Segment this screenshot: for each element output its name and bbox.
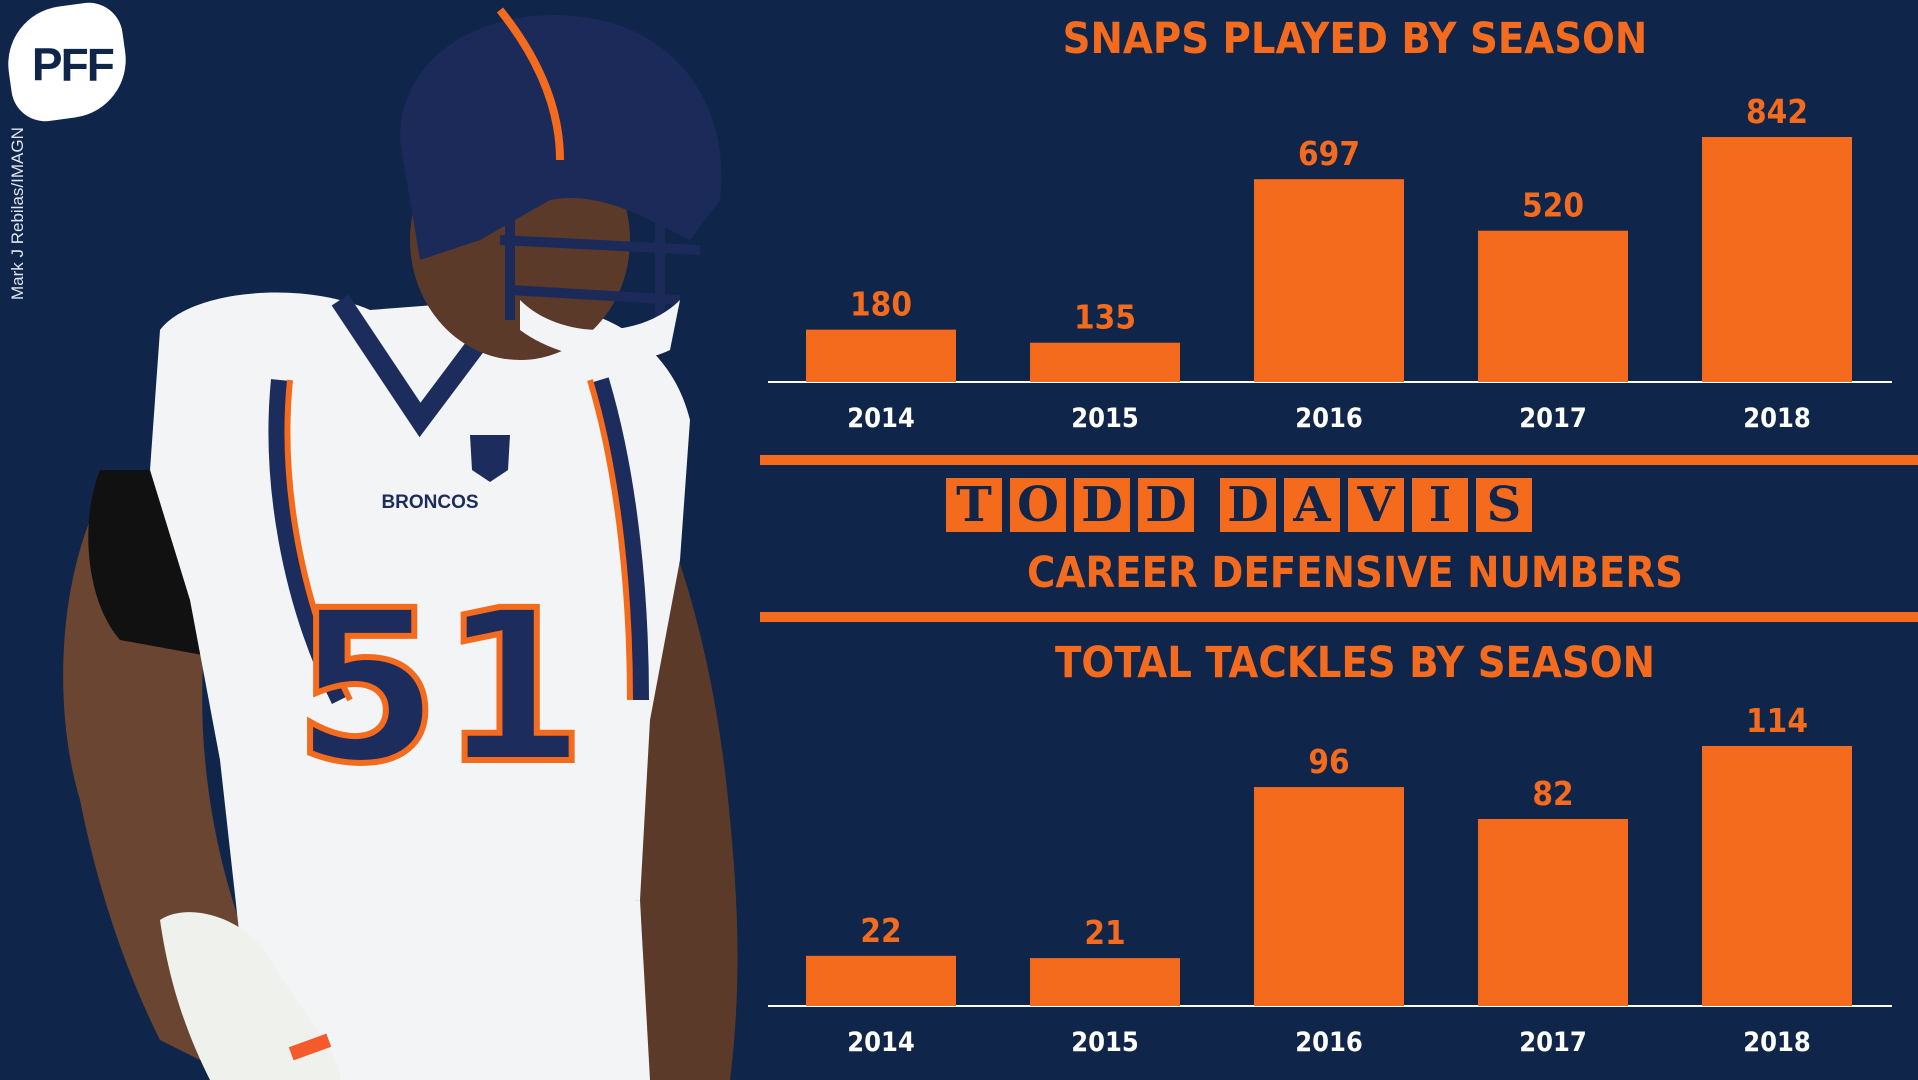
name-letter: I — [1412, 478, 1468, 532]
tackles-bar-2015 — [1030, 958, 1180, 1006]
snaps-value-label: 520 — [1522, 186, 1584, 225]
tackles-bar-2018 — [1702, 746, 1852, 1006]
name-letter: D — [1220, 478, 1276, 532]
name-letter: A — [1284, 478, 1340, 532]
snaps-tick-label: 2016 — [1295, 403, 1363, 434]
snaps-bar-2014 — [806, 329, 956, 382]
tackles-bar-2016 — [1254, 787, 1404, 1006]
tackles-tick-label: 2018 — [1743, 1027, 1811, 1058]
snaps-bar-2018 — [1702, 137, 1852, 382]
divider-bottom — [760, 612, 1918, 622]
subtitle: CAREER DEFENSIVE NUMBERS — [1027, 548, 1683, 598]
snaps-chart-title: SNAPS PLAYED BY SEASON — [1062, 14, 1648, 64]
snaps-value-label: 135 — [1074, 298, 1136, 337]
tackles-chart-title: TOTAL TACKLES BY SEASON — [1054, 638, 1656, 688]
snaps-bar-2016 — [1254, 179, 1404, 382]
tackles-bar-2017 — [1478, 818, 1628, 1006]
name-letter: S — [1476, 478, 1532, 532]
tackles-value-label: 22 — [860, 911, 901, 950]
tackles-tick-label: 2016 — [1295, 1027, 1363, 1058]
snaps-value-label: 842 — [1746, 92, 1808, 131]
tackles-value-label: 82 — [1532, 774, 1573, 813]
tackles-tick-label: 2015 — [1071, 1027, 1139, 1058]
snaps-bar-2017 — [1478, 230, 1628, 382]
snaps-value-label: 697 — [1298, 134, 1360, 173]
tackles-tick-label: 2014 — [847, 1027, 915, 1058]
name-letter: D — [1138, 478, 1194, 532]
snaps-value-label: 180 — [850, 285, 912, 324]
tackles-value-label: 96 — [1308, 742, 1349, 781]
tackles-tick-label: 2017 — [1519, 1027, 1587, 1058]
tackles-bar-2014 — [806, 955, 956, 1006]
name-letter: D — [1074, 478, 1130, 532]
name-letter: T — [946, 478, 1002, 532]
tackles-value-label: 114 — [1746, 701, 1808, 740]
name-letter: O — [1010, 478, 1066, 532]
snaps-bar-2015 — [1030, 342, 1180, 382]
divider-top — [760, 455, 1918, 465]
jersey-number: 51 — [294, 565, 586, 810]
snaps-tick-label: 2014 — [847, 403, 915, 434]
player-photo: 51 BRONCOS — [63, 7, 738, 1080]
snaps-tick-label: 2015 — [1071, 403, 1139, 434]
tackles-value-label: 21 — [1084, 913, 1125, 952]
snaps-tick-label: 2018 — [1743, 403, 1811, 434]
name-letter: V — [1348, 478, 1404, 532]
jersey-team-name: BRONCOS — [381, 492, 478, 513]
snaps-tick-label: 2017 — [1519, 403, 1587, 434]
